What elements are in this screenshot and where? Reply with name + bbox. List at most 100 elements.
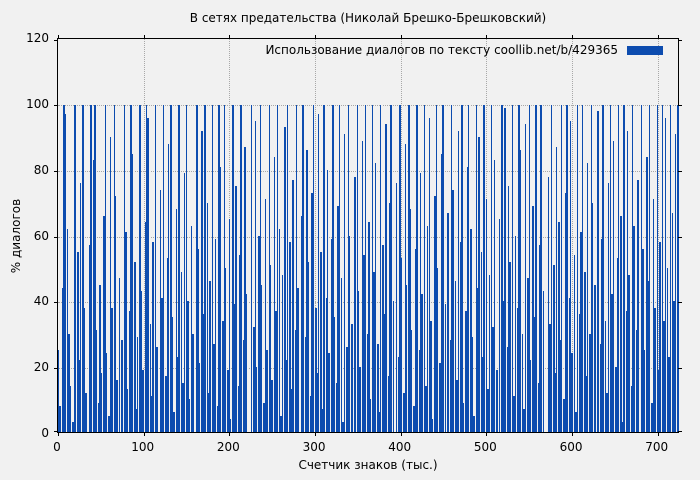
- bar: [99, 284, 101, 432]
- bar: [232, 104, 234, 432]
- vertical-gridline: [143, 39, 145, 432]
- tick-mark: [58, 432, 59, 436]
- bar: [573, 255, 576, 432]
- bar: [356, 104, 358, 432]
- x-tick-label: 300: [302, 440, 326, 454]
- bar: [240, 104, 243, 432]
- bar: [672, 212, 674, 432]
- bar: [621, 422, 624, 432]
- bar: [166, 258, 168, 432]
- bar: [502, 301, 505, 432]
- bar: [487, 389, 489, 432]
- bar: [276, 104, 279, 432]
- bar: [156, 346, 158, 432]
- bar: [144, 222, 146, 432]
- bar: [555, 147, 559, 432]
- bar: [604, 320, 607, 432]
- bar: [405, 284, 409, 432]
- y-tick-label: 20: [33, 360, 49, 375]
- bar: [674, 133, 678, 432]
- bar: [387, 376, 389, 432]
- bar: [418, 350, 421, 432]
- bar: [506, 346, 508, 432]
- bar: [61, 287, 64, 432]
- bar: [385, 124, 388, 432]
- bar: [121, 340, 124, 432]
- bar: [374, 163, 378, 432]
- bar: [123, 104, 126, 432]
- tick-mark: [678, 40, 682, 41]
- bar: [576, 104, 579, 432]
- tick-mark: [54, 40, 58, 41]
- bar: [178, 104, 181, 432]
- tick-mark: [143, 432, 145, 436]
- bar: [668, 356, 670, 432]
- tick-mark: [229, 35, 231, 39]
- bar: [230, 418, 233, 432]
- bar: [585, 376, 587, 432]
- bar: [114, 196, 117, 432]
- horizontal-gridline: [58, 170, 678, 172]
- bar: [444, 304, 446, 432]
- bar: [335, 382, 338, 432]
- bar: [578, 314, 581, 432]
- bar: [473, 415, 476, 432]
- bar: [428, 117, 431, 432]
- bar: [601, 238, 603, 432]
- tick-mark: [678, 302, 682, 304]
- bar: [185, 104, 188, 432]
- bar: [207, 392, 210, 432]
- bar: [263, 402, 265, 432]
- bar: [564, 192, 567, 432]
- bar: [476, 287, 479, 432]
- bar: [435, 104, 437, 432]
- bar: [173, 412, 176, 432]
- bar: [528, 104, 531, 432]
- bar: [111, 307, 114, 432]
- bar: [395, 183, 398, 432]
- bar: [290, 389, 293, 432]
- x-tick-label: 200: [216, 440, 240, 454]
- bar: [430, 320, 432, 432]
- bar: [389, 202, 391, 432]
- bar: [165, 376, 167, 432]
- bar: [607, 183, 610, 432]
- bar: [657, 369, 660, 432]
- bar: [73, 104, 75, 432]
- bar: [654, 307, 657, 432]
- bar: [326, 170, 329, 432]
- bar: [465, 310, 467, 432]
- bar: [254, 120, 256, 432]
- bar: [59, 405, 62, 432]
- bar: [563, 399, 565, 432]
- x-tick-label: 500: [473, 440, 497, 454]
- bar: [590, 104, 593, 432]
- bar: [113, 104, 115, 432]
- bar: [58, 350, 60, 432]
- bar: [147, 117, 150, 432]
- bar: [90, 104, 93, 432]
- vertical-gridline: [400, 39, 402, 432]
- bar: [392, 301, 395, 432]
- bar: [72, 422, 74, 432]
- bar: [266, 350, 269, 432]
- bar: [259, 104, 262, 432]
- bar: [377, 343, 379, 432]
- bar: [451, 104, 453, 432]
- bar: [216, 405, 219, 432]
- bar: [661, 104, 664, 432]
- bar: [311, 192, 313, 432]
- tick-mark: [678, 431, 682, 432]
- vertical-gridline: [657, 39, 659, 432]
- bar: [413, 405, 415, 432]
- bar: [584, 271, 586, 432]
- bar: [368, 222, 370, 432]
- bar: [323, 104, 326, 432]
- bar: [383, 314, 386, 432]
- bar: [615, 366, 617, 432]
- bar: [540, 104, 543, 432]
- bar: [312, 104, 316, 432]
- bar: [475, 104, 477, 432]
- bar: [611, 294, 613, 432]
- tick-mark: [400, 35, 402, 39]
